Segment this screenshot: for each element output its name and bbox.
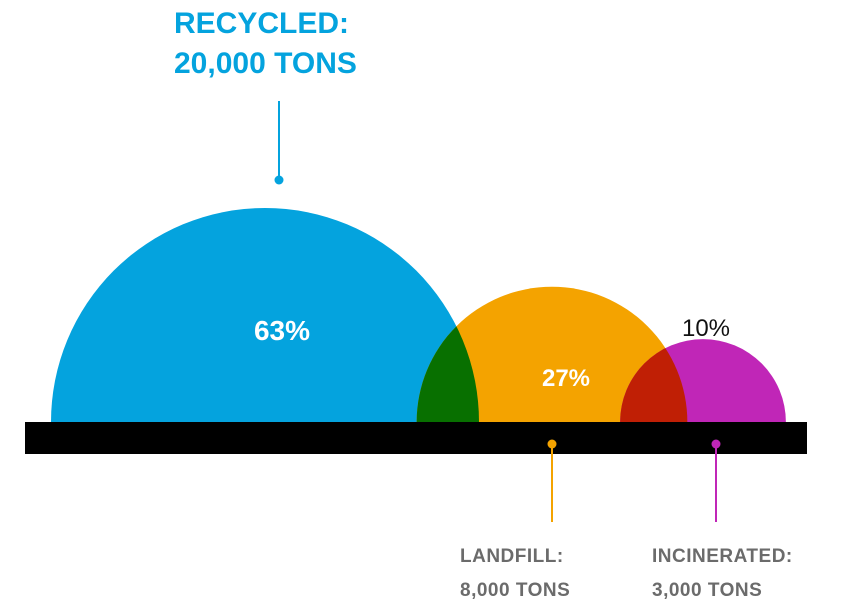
landfill-semicircle — [416, 286, 688, 422]
landfill-leader-dot — [547, 439, 557, 449]
baseline-bar — [25, 422, 807, 454]
recycled-callout-title: RECYCLED: — [174, 7, 350, 40]
incinerated-callout: INCINERATED: 3,000 TONS — [652, 540, 793, 608]
landfill-percent-label: 27% — [542, 365, 590, 392]
incinerated-leader-dot — [711, 439, 721, 449]
landfill-callout-value: 8,000 TONS — [460, 580, 571, 601]
landfill-callout: LANDFILL: 8,000 TONS — [460, 540, 570, 608]
landfill-callout-title: LANDFILL: — [460, 546, 564, 567]
recycled-percent-label: 63% — [254, 315, 310, 346]
incinerated-callout-title: INCINERATED: — [652, 546, 793, 567]
recycled-semicircle — [51, 208, 479, 422]
recycled-callout: RECYCLED: 20,000 TONS — [174, 4, 357, 84]
recycled-leader-dot — [274, 175, 284, 185]
recycled-callout-value: 20,000 TONS — [174, 47, 357, 80]
incinerated-callout-value: 3,000 TONS — [652, 580, 763, 601]
incinerated-percent-label: 10% — [682, 315, 730, 342]
